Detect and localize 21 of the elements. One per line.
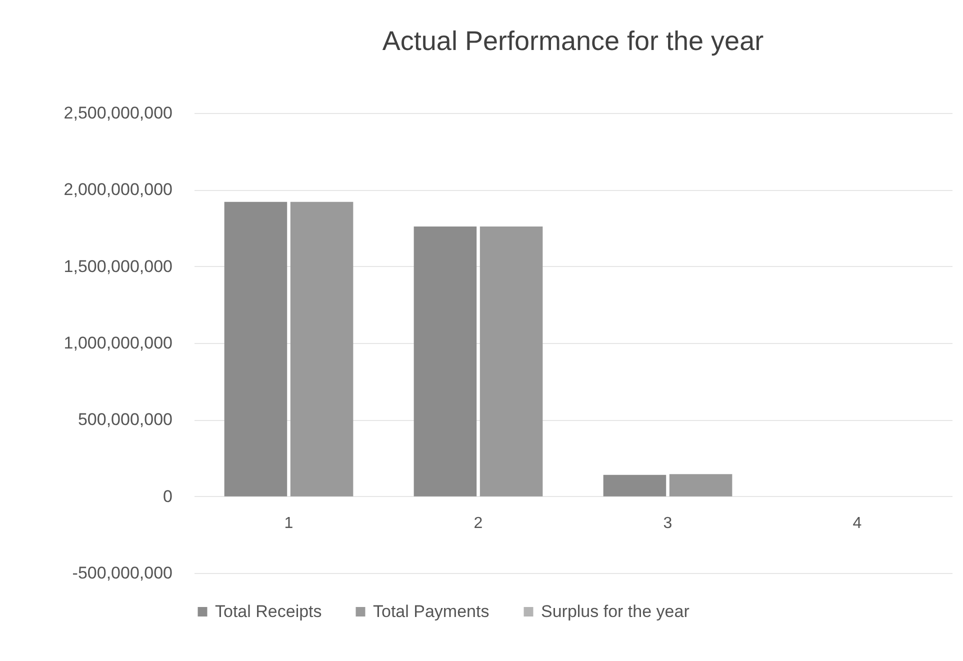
bar xyxy=(480,226,543,496)
x-tick-label: 3 xyxy=(663,514,672,532)
bar xyxy=(414,226,477,496)
bar xyxy=(669,474,732,496)
x-tick-label: 1 xyxy=(284,514,294,532)
y-tick-label: 1,000,000,000 xyxy=(64,334,172,352)
bar xyxy=(603,474,666,496)
y-tick-label: 1,500,000,000 xyxy=(64,256,172,276)
y-tick-label: 2,000,000,000 xyxy=(64,180,172,200)
x-tick-label: 2 xyxy=(474,514,483,532)
bar xyxy=(224,202,288,496)
legend-label: Surplus for the year xyxy=(541,602,690,621)
y-tick-label: 500,000,000 xyxy=(78,410,172,430)
legend-label: Total Payments xyxy=(373,602,490,621)
chart-title: Actual Performance for the year xyxy=(382,26,764,56)
y-tick-label: -500,000,000 xyxy=(72,564,172,582)
legend-label: Total Receipts xyxy=(215,602,322,621)
y-tick-label: 0 xyxy=(163,486,172,506)
y-tick-label: 2,500,000,000 xyxy=(64,104,172,122)
x-tick-label: 4 xyxy=(852,514,862,532)
bar xyxy=(290,202,354,496)
